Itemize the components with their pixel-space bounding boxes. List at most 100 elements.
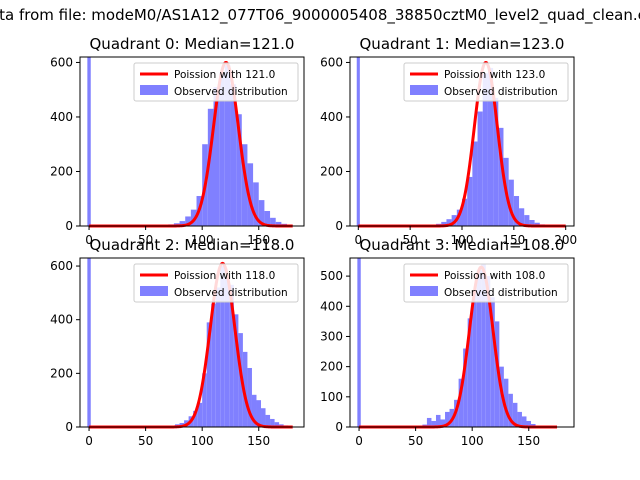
quadrant-1-hist-bar bbox=[472, 141, 478, 226]
quadrant-3-legend: Poission with 108.0 Observed distribution bbox=[403, 263, 569, 303]
quadrant-0-hist-bar bbox=[253, 182, 259, 226]
quadrant-1-hist-bar bbox=[524, 215, 530, 226]
quadrant-2-xtick-label: 150 bbox=[247, 434, 270, 448]
quadrant-3-ytick-label: 400 bbox=[320, 299, 343, 313]
quadrant-3-hist-bar bbox=[463, 348, 468, 427]
quadrant-1-hist-bar bbox=[513, 196, 520, 226]
quadrant-3-zero-spike-bar bbox=[357, 258, 361, 427]
quadrant-2-title: Quadrant 2: Median=118.0 bbox=[90, 236, 295, 254]
quadrant-3-hist-bar bbox=[512, 402, 518, 427]
quadrant-3-hist-bar bbox=[472, 291, 477, 427]
quadrant-3-ytick-label: 200 bbox=[320, 360, 343, 374]
quadrant-1-xtick-label: 50 bbox=[403, 233, 418, 247]
quadrant-0-panel: 0 50 100 150 0 200 400 600 Poission with 121.0 Ob… bbox=[50, 35, 305, 247]
quadrant-0-ytick-label: 600 bbox=[50, 55, 73, 69]
quadrant-2-hist-bar bbox=[229, 284, 234, 427]
quadrant-2-legend: Poission with 118.0 Observed distribution bbox=[133, 263, 299, 303]
quadrant-2-legend-observed-swatch bbox=[140, 286, 168, 296]
quadrant-0-legend-observed-swatch bbox=[140, 85, 168, 95]
quadrant-2-ytick-label: 200 bbox=[50, 366, 73, 380]
quadrant-1-hist-bar bbox=[534, 222, 540, 226]
quadrant-2-hist-bar bbox=[242, 351, 248, 427]
quadrant-1-ytick-label: 400 bbox=[320, 110, 343, 124]
quadrant-3-legend-observed-label: Observed distribution bbox=[444, 287, 558, 299]
quadrant-1-legend-observed-label: Observed distribution bbox=[444, 86, 558, 98]
quadrant-3-hist-bar bbox=[426, 417, 432, 427]
quadrant-3-hist-bar bbox=[490, 297, 495, 427]
quadrant-2-zero-spike-bar bbox=[87, 258, 91, 427]
quadrant-2-legend-box bbox=[133, 263, 299, 303]
quadrant-0-hist-bar bbox=[264, 211, 271, 226]
quadrant-0-xtick-label: 100 bbox=[191, 233, 214, 247]
quadrant-0-hist-bar bbox=[230, 84, 237, 227]
quadrant-3-xtick-label: 150 bbox=[517, 434, 540, 448]
quadrant-1-ytick-label: 0 bbox=[335, 219, 343, 233]
quadrant-2-hist-bar bbox=[211, 303, 216, 427]
quadrant-0-hist-bar bbox=[207, 108, 214, 226]
quadrant-0-legend-poisson-label: Poission with 121.0 bbox=[174, 69, 275, 81]
quadrant-3-ytick-label: 0 bbox=[335, 420, 343, 434]
quadrant-1-legend-poisson-label: Poission with 123.0 bbox=[444, 69, 545, 81]
quadrant-2-hist-bar bbox=[256, 400, 262, 427]
quadrant-0-hist-bar bbox=[185, 216, 191, 226]
quadrant-2-hist-bar bbox=[220, 266, 225, 427]
quadrant-3-legend-box bbox=[403, 263, 569, 303]
quadrant-1-xtick-label: 100 bbox=[451, 233, 474, 247]
quadrant-2-hist-bar bbox=[202, 373, 207, 427]
quadrant-1-hist-bar bbox=[498, 127, 504, 226]
quadrant-2-xtick-label: 0 bbox=[85, 434, 93, 448]
quadrant-3-hist-bar bbox=[476, 270, 482, 427]
quadrant-2-hist-bar bbox=[197, 402, 203, 427]
quadrant-3-hist-bar bbox=[521, 416, 527, 427]
quadrant-3-ytick-label: 100 bbox=[320, 390, 343, 404]
quadrant-0-hist-bar bbox=[219, 73, 225, 227]
quadrant-3-hist-bar bbox=[503, 378, 509, 427]
quadrant-3-hist-bar bbox=[467, 318, 473, 427]
quadrant-1-hist-bar bbox=[487, 67, 494, 226]
quadrant-1-hist-bar bbox=[482, 73, 488, 227]
quadrant-2-legend-observed-label: Observed distribution bbox=[174, 287, 288, 299]
quadrant-3-xtick-label: 100 bbox=[461, 434, 484, 448]
quadrant-0-xtick-label: 50 bbox=[138, 233, 153, 247]
quadrant-1-legend: Poission with 123.0 Observed distribution bbox=[403, 62, 569, 102]
quadrant-0-legend-box bbox=[133, 62, 299, 102]
quadrant-0-title: Quadrant 0: Median=121.0 bbox=[90, 35, 295, 53]
quadrant-2-hist-bar bbox=[215, 287, 221, 427]
quadrant-3-hist-bar bbox=[458, 378, 464, 427]
quadrant-1-ytick-label: 600 bbox=[320, 55, 343, 69]
quadrant-1-ytick-label: 200 bbox=[320, 164, 343, 178]
quadrant-2-panel: 0 50 100 150 0 200 400 600 Poission with 118.0 Ob… bbox=[50, 236, 305, 448]
quadrant-2-ytick-label: 0 bbox=[65, 420, 73, 434]
quadrant-2-xtick-label: 50 bbox=[138, 434, 153, 448]
quadrant-2-hist-bar bbox=[261, 408, 266, 427]
quadrant-3-hist-bar bbox=[494, 321, 500, 427]
quadrant-2-ytick-label: 400 bbox=[50, 313, 73, 327]
quadrant-2-hist-bar bbox=[265, 414, 271, 427]
quadrant-2-hist-bar bbox=[270, 418, 275, 427]
quadrant-0-ytick-label: 400 bbox=[50, 110, 73, 124]
quadrant-1-hist-bar bbox=[493, 97, 499, 226]
quadrant-2-ytick-label: 600 bbox=[50, 259, 73, 273]
quadrant-0-hist-bar bbox=[213, 86, 220, 226]
quadrant-2-hist-bar bbox=[247, 367, 252, 427]
quadrant-3-hist-bar bbox=[481, 264, 486, 427]
quadrant-2-hist-bar bbox=[224, 276, 230, 427]
quadrant-1-panel: 0 50 100 150 200 0 200 400 600 Poission with 123.… bbox=[320, 35, 577, 247]
quadrant-3-ytick-label: 500 bbox=[320, 269, 343, 283]
quadrant-2-hist-bar bbox=[251, 394, 257, 427]
quadrant-0-axes-frame bbox=[79, 56, 305, 227]
quadrant-3-title: Quadrant 3: Median=108.0 bbox=[360, 236, 565, 254]
quadrant-1-hist-bar bbox=[467, 176, 473, 226]
quadrant-0-legend: Poission with 121.0 Observed distribution bbox=[133, 62, 299, 102]
quadrant-3-hist-bar bbox=[445, 411, 450, 427]
quadrant-3-xtick-label: 0 bbox=[355, 434, 363, 448]
quadrant-0-legend-observed-label: Observed distribution bbox=[174, 86, 288, 98]
quadrant-2-hist-bar bbox=[206, 322, 212, 427]
quadrant-2-hist-bar bbox=[193, 410, 198, 427]
quadrant-3-hist-bar bbox=[440, 419, 446, 427]
quadrant-3-hist-bar bbox=[435, 414, 441, 427]
quadrant-0-xtick-label: 150 bbox=[247, 233, 270, 247]
quadrant-0-ytick-label: 0 bbox=[65, 219, 73, 233]
quadrant-1-hist-bar bbox=[519, 208, 525, 226]
